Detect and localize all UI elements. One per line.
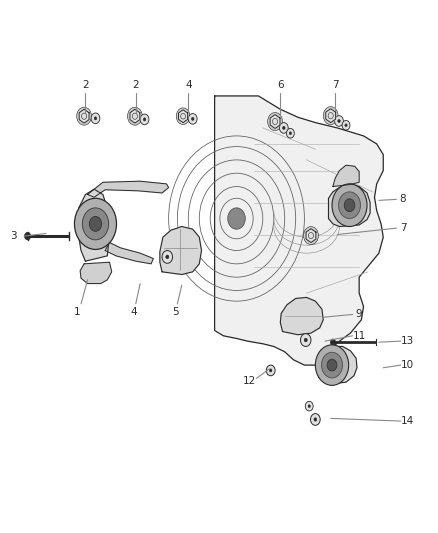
Polygon shape [306, 229, 316, 243]
Circle shape [300, 334, 311, 346]
Text: 10: 10 [401, 360, 414, 370]
Text: 13: 13 [401, 336, 414, 346]
Circle shape [127, 107, 142, 125]
Circle shape [162, 251, 173, 263]
Text: 5: 5 [172, 307, 179, 317]
Circle shape [166, 255, 169, 259]
Polygon shape [318, 346, 357, 384]
Circle shape [82, 208, 109, 240]
Circle shape [143, 118, 146, 121]
Circle shape [74, 198, 117, 249]
Circle shape [228, 208, 245, 229]
Circle shape [315, 345, 349, 385]
Text: 2: 2 [132, 80, 139, 90]
Circle shape [188, 114, 197, 124]
Text: 6: 6 [277, 80, 284, 90]
Polygon shape [179, 110, 187, 123]
Text: 1: 1 [73, 307, 80, 317]
Circle shape [176, 108, 190, 125]
Circle shape [268, 112, 283, 131]
Polygon shape [328, 184, 370, 227]
Circle shape [327, 359, 337, 371]
Text: 3: 3 [10, 231, 17, 241]
Text: 9: 9 [356, 310, 363, 319]
Polygon shape [160, 227, 201, 274]
Circle shape [321, 352, 343, 378]
Text: 7: 7 [399, 223, 406, 233]
Polygon shape [333, 165, 359, 187]
Circle shape [311, 414, 320, 425]
Circle shape [314, 418, 317, 421]
Text: 11: 11 [353, 331, 366, 341]
Polygon shape [78, 189, 110, 261]
Circle shape [140, 114, 149, 125]
Text: 4: 4 [130, 307, 137, 317]
Text: 2: 2 [82, 80, 89, 90]
Circle shape [289, 132, 292, 135]
Circle shape [335, 116, 343, 126]
Circle shape [286, 128, 294, 138]
Circle shape [305, 401, 313, 411]
Polygon shape [130, 109, 140, 123]
Circle shape [342, 120, 350, 130]
Circle shape [332, 184, 367, 227]
Polygon shape [79, 109, 89, 123]
Polygon shape [105, 243, 153, 264]
Circle shape [304, 227, 318, 245]
Circle shape [344, 199, 355, 212]
Polygon shape [280, 297, 323, 335]
Text: 7: 7 [332, 80, 339, 90]
Circle shape [266, 365, 275, 376]
Circle shape [89, 216, 102, 231]
Text: 14: 14 [401, 416, 414, 426]
Circle shape [25, 232, 31, 240]
Circle shape [330, 339, 336, 345]
Polygon shape [88, 181, 169, 197]
Circle shape [339, 192, 360, 219]
Circle shape [191, 117, 194, 120]
Text: 8: 8 [399, 195, 406, 204]
Circle shape [338, 119, 340, 123]
Circle shape [269, 369, 272, 372]
Circle shape [283, 126, 285, 130]
Polygon shape [80, 262, 112, 284]
Circle shape [345, 124, 347, 127]
Polygon shape [215, 96, 383, 365]
Circle shape [77, 107, 92, 125]
Circle shape [308, 405, 311, 408]
Circle shape [304, 338, 307, 342]
Circle shape [91, 113, 100, 124]
Circle shape [94, 117, 97, 120]
Polygon shape [270, 115, 280, 128]
Circle shape [323, 107, 338, 125]
Polygon shape [326, 109, 336, 123]
Text: 12: 12 [243, 376, 256, 386]
Circle shape [279, 123, 288, 133]
Text: 4: 4 [185, 80, 192, 90]
